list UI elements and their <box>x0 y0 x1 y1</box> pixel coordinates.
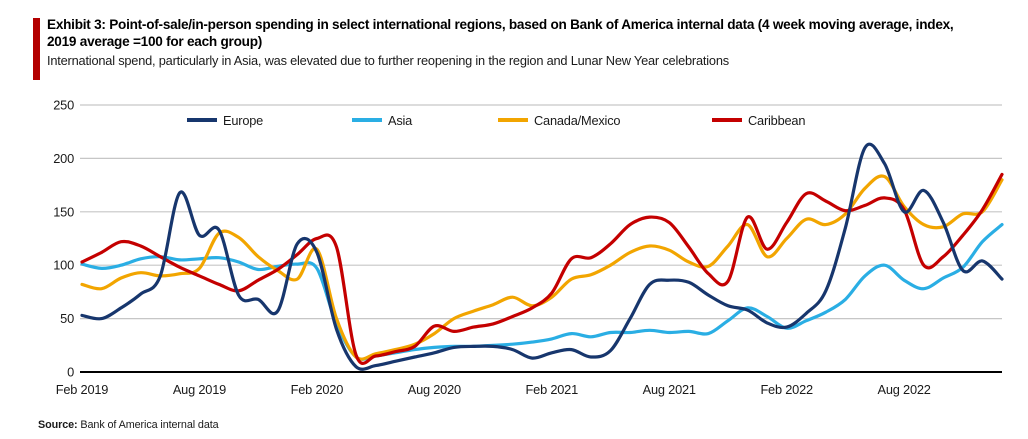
source-label: Source: <box>38 419 78 431</box>
x-tick-label-aug-2019: Aug 2019 <box>173 382 226 397</box>
y-tick-label-50: 50 <box>60 311 74 326</box>
y-tick-label-100: 100 <box>53 258 74 273</box>
series-line-asia <box>80 223 1004 361</box>
x-tick-label-aug-2021: Aug 2021 <box>643 382 696 397</box>
x-tick-label-feb-2019: Feb 2019 <box>56 382 109 397</box>
exhibit-accent-bar <box>33 18 40 80</box>
source-note: Source: Bank of America internal data <box>38 419 219 431</box>
legend-swatch-icon <box>352 118 382 122</box>
legend-swatch-icon <box>498 118 528 122</box>
x-tick-label-aug-2022: Aug 2022 <box>878 382 931 397</box>
legend-label: Europe <box>223 112 264 128</box>
y-tick-label-250: 250 <box>53 98 74 113</box>
legend-swatch-icon <box>187 118 217 122</box>
y-tick-label-0: 0 <box>67 365 74 380</box>
exhibit-subtitle: International spend, particularly in Asi… <box>47 53 729 68</box>
exhibit-title-line-2: 2019 average =100 for each group) <box>47 34 263 49</box>
y-tick-label-150: 150 <box>53 204 74 219</box>
x-tick-label-feb-2021: Feb 2021 <box>526 382 579 397</box>
legend-swatch-icon <box>712 118 742 122</box>
x-tick-label-aug-2020: Aug 2020 <box>408 382 461 397</box>
chart-legend: Europe Asia Canada/Mexico Caribbean <box>0 112 1028 130</box>
x-tick-label-feb-2020: Feb 2020 <box>291 382 344 397</box>
exhibit-header: Exhibit 3: Point-of-sale/in-person spend… <box>33 16 1023 80</box>
series-line-caribbean <box>80 172 1004 365</box>
source-text: Bank of America internal data <box>80 419 219 431</box>
line-chart: 0 50 100 150 200 250 Feb 2019 Aug 2019 Feb 2020 A… <box>0 88 1028 418</box>
exhibit-title-line-1: Exhibit 3: Point-of-sale/in-person spend… <box>47 17 954 32</box>
legend-label: Caribbean <box>748 112 806 128</box>
legend-item-asia: Asia <box>352 112 412 128</box>
legend-item-canada-mexico: Canada/Mexico <box>498 112 621 128</box>
y-tick-label-200: 200 <box>53 151 74 166</box>
x-tick-label-feb-2022: Feb 2022 <box>760 382 813 397</box>
legend-label: Asia <box>388 112 413 128</box>
series-line-canada-mexico <box>80 174 1004 361</box>
chart-canvas: 0 50 100 150 200 250 Feb 2019 Aug 2019 Feb 2020 A… <box>53 98 1004 397</box>
legend-item-caribbean: Caribbean <box>712 112 805 128</box>
legend-label: Canada/Mexico <box>534 112 621 128</box>
series-line-europe <box>80 142 1004 371</box>
legend-item-europe: Europe <box>187 112 263 128</box>
